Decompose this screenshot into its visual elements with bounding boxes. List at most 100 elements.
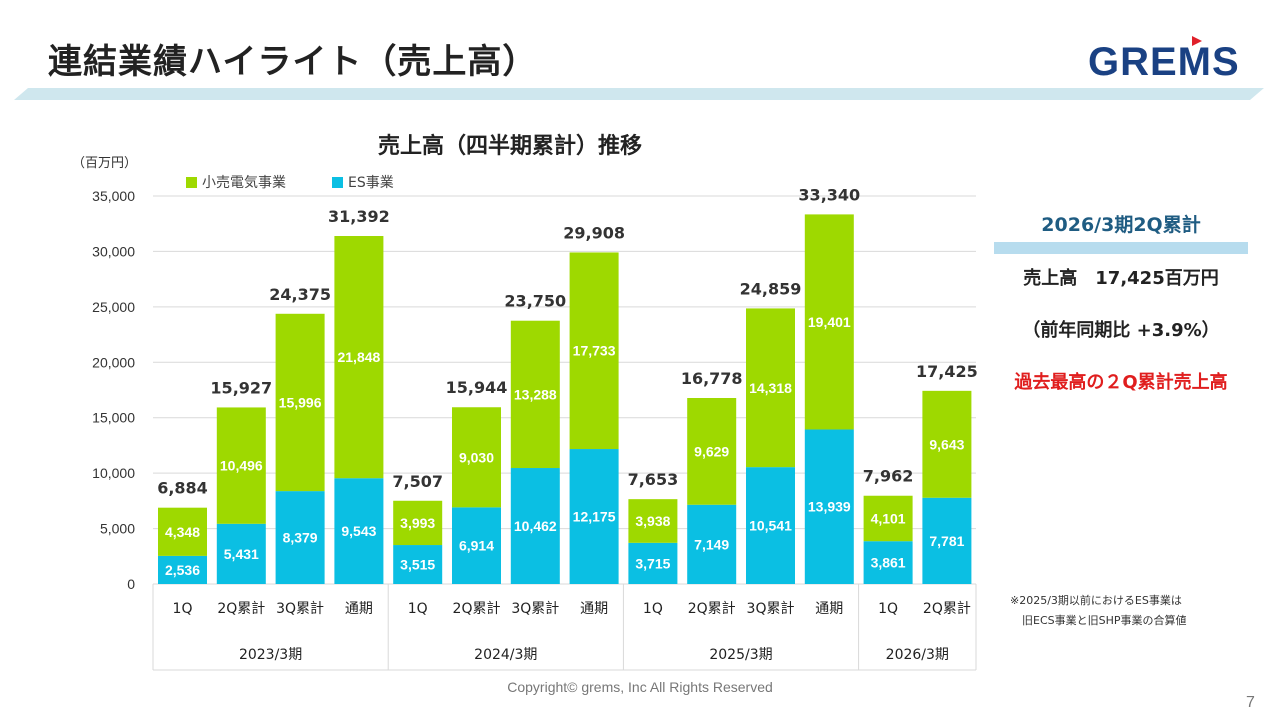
data-label-es: 5,431 <box>224 546 259 562</box>
bar-retail <box>510 320 560 469</box>
bar-retail <box>393 500 443 546</box>
data-label-total: 33,340 <box>798 185 860 204</box>
data-label-retail: 21,848 <box>337 349 380 365</box>
x-category-label: 2Q累計 <box>688 601 736 617</box>
x-category-label: 1Q <box>878 601 898 617</box>
legend-item-retail: 小売電気事業 <box>186 172 286 192</box>
data-label-retail: 9,629 <box>694 443 729 459</box>
bar-es <box>393 545 443 584</box>
data-label-es: 10,541 <box>749 518 792 534</box>
data-label-retail: 17,733 <box>573 343 616 359</box>
bar-retail <box>334 236 384 479</box>
data-label-retail: 9,030 <box>459 449 494 465</box>
page-number: 7 <box>1246 694 1255 711</box>
data-label-total: 24,375 <box>269 285 331 304</box>
bar-es <box>628 542 678 584</box>
y-axis-unit-label: （百万円） <box>72 156 138 171</box>
summary-revenue: 売上高 17,425百万円 <box>1023 268 1219 289</box>
x-category-label: 1Q <box>643 601 663 617</box>
bar-es <box>687 504 737 584</box>
data-label-total: 29,908 <box>563 223 625 242</box>
bar-es <box>158 555 207 584</box>
bar-es <box>275 491 325 584</box>
bar-es <box>863 541 913 584</box>
footnote-line-2: 旧ECS事業と旧SHP事業の合算値 <box>1022 614 1187 627</box>
x-category-label: 2Q累計 <box>923 601 971 617</box>
data-label-retail: 3,993 <box>400 515 435 531</box>
bar-es <box>804 429 854 584</box>
x-category-label: 1Q <box>408 601 428 617</box>
y-tick-label: 20,000 <box>92 354 135 370</box>
logo-flag-icon <box>1192 36 1202 46</box>
bar-retail <box>158 507 207 556</box>
data-label-es: 7,781 <box>929 533 964 549</box>
x-category-label: 3Q累計 <box>276 601 324 617</box>
x-category-label: 3Q累計 <box>747 601 795 617</box>
x-group-label: 2023/3期 <box>239 647 302 663</box>
legend-swatch-es <box>332 176 343 188</box>
bar-retail <box>628 499 678 543</box>
x-group-label: 2024/3期 <box>474 647 537 663</box>
y-tick-label: 15,000 <box>92 410 135 426</box>
data-label-es: 12,175 <box>573 509 616 525</box>
bar-es <box>452 507 501 584</box>
data-label-retail: 9,643 <box>929 436 964 452</box>
y-tick-label: 0 <box>127 576 135 592</box>
bar-retail <box>687 398 737 505</box>
data-label-total: 31,392 <box>328 207 390 226</box>
y-tick-label: 30,000 <box>92 243 135 259</box>
footnote-line-1: ※2025/3期以前におけるES事業は <box>1010 594 1182 607</box>
bar-retail <box>863 495 913 542</box>
data-label-es: 3,515 <box>400 557 435 573</box>
data-label-retail: 14,318 <box>749 380 792 396</box>
data-label-es: 7,149 <box>694 536 729 552</box>
bar-retail <box>275 313 325 492</box>
data-label-total: 17,425 <box>916 362 978 381</box>
page-title: 連結業績ハイライト（売上高） <box>48 42 538 82</box>
x-category-label: 通期 <box>580 601 608 617</box>
data-label-es: 3,715 <box>635 555 670 571</box>
data-label-total: 16,778 <box>681 369 743 388</box>
data-label-retail: 3,938 <box>635 513 670 529</box>
data-label-es: 8,379 <box>283 530 318 546</box>
data-label-es: 3,861 <box>871 555 906 571</box>
data-label-total: 7,507 <box>392 472 443 491</box>
data-label-retail: 4,101 <box>871 510 906 526</box>
x-category-label: 通期 <box>815 601 843 617</box>
data-label-total: 24,859 <box>740 279 802 298</box>
legend-label-retail: 小売電気事業 <box>202 175 286 191</box>
y-tick-label: 35,000 <box>92 188 135 204</box>
data-label-total: 15,944 <box>446 378 508 397</box>
data-label-es: 9,543 <box>341 523 376 539</box>
data-label-es: 10,462 <box>514 518 557 534</box>
data-label-retail: 4,348 <box>165 524 200 540</box>
data-label-retail: 15,996 <box>279 394 322 410</box>
data-label-total: 7,653 <box>628 470 679 489</box>
data-label-retail: 10,496 <box>220 458 263 474</box>
data-label-total: 23,750 <box>504 292 566 311</box>
legend-label-es: ES事業 <box>348 175 394 191</box>
bar-es <box>334 478 384 584</box>
legend-swatch-retail <box>186 176 197 188</box>
x-category-label: 2Q累計 <box>217 601 265 617</box>
x-category-label: 2Q累計 <box>453 601 501 617</box>
x-group-label: 2025/3期 <box>709 647 772 663</box>
y-tick-label: 25,000 <box>92 299 135 315</box>
data-label-es: 2,536 <box>165 562 200 578</box>
data-label-total: 6,884 <box>157 479 208 498</box>
y-tick-label: 5,000 <box>100 521 135 537</box>
bar-retail <box>922 390 972 498</box>
data-label-total: 15,927 <box>210 378 272 397</box>
bar-retail <box>216 407 266 524</box>
bar-es <box>922 497 972 584</box>
grems-logo: GREMS <box>1088 40 1240 84</box>
y-tick-label: 10,000 <box>92 465 135 481</box>
bar-retail <box>569 252 619 450</box>
chart-title: 売上高（四半期累計）推移 <box>377 134 642 159</box>
title-underline-band <box>14 88 1264 100</box>
legend-item-es: ES事業 <box>332 172 394 192</box>
summary-heading: 2026/3期2Q累計 <box>1041 214 1201 236</box>
bar-es <box>569 449 619 584</box>
x-group-label: 2026/3期 <box>886 647 949 663</box>
